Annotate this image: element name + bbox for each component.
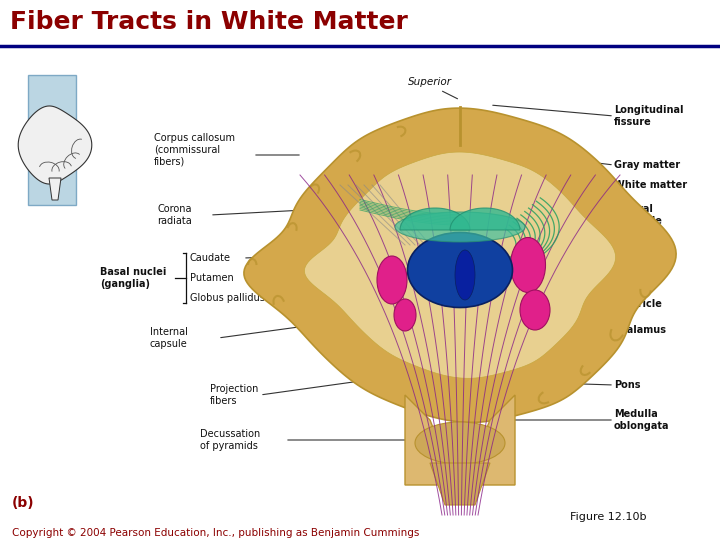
Polygon shape [244,108,676,422]
Polygon shape [305,152,616,379]
Text: Copyright © 2004 Pearson Education, Inc., publishing as Benjamin Cummings: Copyright © 2004 Pearson Education, Inc.… [12,528,419,538]
Text: Superior: Superior [408,77,452,87]
Polygon shape [400,208,470,230]
Text: Thalamus: Thalamus [614,325,667,335]
Ellipse shape [455,250,475,300]
Ellipse shape [395,212,525,242]
Text: Decussation
of pyramids: Decussation of pyramids [200,429,260,451]
Text: Projection
fibers: Projection fibers [210,384,258,406]
Polygon shape [405,395,515,485]
Text: Lateral
ventricle: Lateral ventricle [614,204,663,226]
Polygon shape [18,106,92,184]
Text: White matter: White matter [614,180,687,190]
Text: Gray matter: Gray matter [614,160,680,170]
Text: Figure 12.10b: Figure 12.10b [570,512,647,522]
Ellipse shape [408,233,513,307]
Ellipse shape [520,290,550,330]
Text: Corpus callosum
(commissural
fibers): Corpus callosum (commissural fibers) [154,133,235,167]
Text: Longitudinal
fissure: Longitudinal fissure [614,105,683,127]
Text: Basal nuclei
(ganglia): Basal nuclei (ganglia) [100,267,166,289]
FancyBboxPatch shape [28,75,76,205]
Text: Globus pallidus: Globus pallidus [190,293,265,303]
Text: Medulla
oblongata: Medulla oblongata [614,409,670,431]
Text: Third
ventricle: Third ventricle [614,287,663,309]
Text: Putamen: Putamen [190,273,234,283]
Text: Corona
radiata: Corona radiata [157,204,192,226]
Ellipse shape [394,299,416,331]
Polygon shape [450,208,520,230]
Text: Caudate: Caudate [190,253,231,263]
Ellipse shape [510,238,546,293]
Polygon shape [49,178,61,200]
Polygon shape [430,463,490,505]
Text: Pons: Pons [614,380,641,390]
Text: (b): (b) [12,496,35,510]
Text: Fiber Tracts in White Matter: Fiber Tracts in White Matter [10,10,408,34]
Text: Internal
capsule: Internal capsule [150,327,188,349]
Ellipse shape [377,256,407,304]
Text: Fornix: Fornix [614,260,649,270]
Ellipse shape [415,422,505,464]
